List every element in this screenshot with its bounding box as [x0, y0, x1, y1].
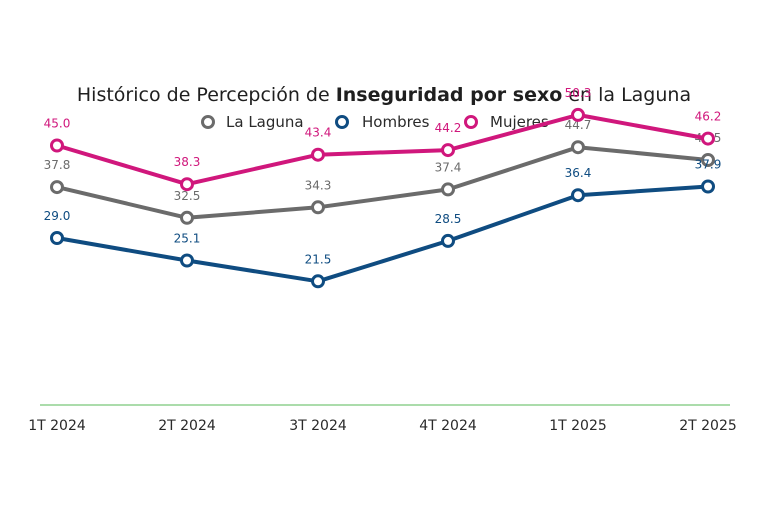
legend-marker-la-laguna — [201, 115, 215, 129]
data-label-hombres: 21.5 — [305, 252, 332, 266]
data-label-la-laguna: 44.7 — [565, 118, 592, 132]
data-point-mujeres — [50, 138, 64, 153]
data-label-la-laguna: 37.4 — [435, 160, 462, 174]
legend-label-hombres: Hombres — [362, 113, 430, 131]
x-tick-label: 1T 2024 — [28, 418, 86, 434]
data-label-mujeres: 44.2 — [435, 121, 462, 135]
series-la-laguna: 37.832.534.337.444.742.5 — [44, 118, 721, 225]
series-mujeres: 45.0 38.3 43.4 44.2 50.3 46.2 — [44, 86, 722, 192]
legend-label-mujeres: Mujeres — [490, 113, 549, 131]
data-point-hombres — [311, 274, 325, 289]
data-point-hombres — [50, 231, 64, 245]
chart-title-part: Histórico de Percepción de — [77, 84, 336, 106]
legend-marker-hombres — [335, 115, 349, 129]
data-point-hombres — [441, 233, 455, 248]
data-label-mujeres: 45.0 — [44, 117, 71, 131]
data-point-mujeres — [571, 107, 585, 122]
data-point-mujeres — [180, 177, 194, 192]
x-tick-label: 2T 2025 — [679, 418, 737, 434]
series-hombres: 29.0 25.1 21.5 28.5 36.4 37.9 — [44, 158, 722, 289]
data-point-la-laguna — [571, 140, 585, 155]
data-label-mujeres: 38.3 — [174, 155, 201, 169]
series-line-la-laguna — [55, 145, 710, 220]
legend-marker-mujeres — [464, 115, 478, 129]
data-label-la-laguna: 34.3 — [305, 178, 332, 192]
x-tick-label: 4T 2024 — [419, 418, 477, 434]
chart-title-part: Inseguridad por sexo — [336, 84, 563, 106]
data-point-la-laguna — [50, 180, 64, 195]
legend: La Laguna Hombres Mujeres — [201, 113, 549, 131]
x-axis-ticks: 1T 2024 2T 2024 3T 2024 4T 2024 1T 2025 2T 20… — [28, 418, 737, 434]
data-point-la-laguna — [311, 200, 325, 215]
data-label-hombres: 25.1 — [174, 232, 201, 246]
data-label-hombres: 36.4 — [565, 166, 592, 180]
data-label-hombres: 28.5 — [435, 212, 462, 226]
data-point-hombres — [180, 253, 194, 268]
series-line-mujeres — [55, 112, 710, 187]
x-tick-label: 2T 2024 — [158, 418, 216, 434]
series-layer: 37.832.534.337.444.742.529.025.121.528.5… — [44, 86, 722, 289]
data-label-mujeres: 50.3 — [565, 86, 592, 100]
series-line-hombres — [55, 184, 710, 284]
data-label-mujeres: 43.4 — [305, 126, 332, 140]
data-point-la-laguna — [701, 153, 715, 167]
data-point-mujeres — [701, 131, 715, 146]
data-point-la-laguna — [180, 210, 194, 225]
data-label-la-laguna: 32.5 — [174, 189, 201, 203]
data-point-mujeres — [311, 147, 325, 162]
data-label-la-laguna: 37.8 — [44, 158, 71, 172]
data-label-hombres: 29.0 — [44, 209, 71, 223]
chart-title: Histórico de Percepción de Inseguridad p… — [77, 84, 691, 106]
data-label-mujeres: 46.2 — [695, 110, 722, 124]
legend-label-la-laguna: La Laguna — [226, 113, 304, 131]
data-point-hombres — [571, 188, 585, 203]
data-point-la-laguna — [441, 182, 455, 197]
data-point-hombres — [701, 179, 715, 194]
chart-title-part: en la Laguna — [562, 84, 691, 106]
x-tick-label: 3T 2024 — [289, 418, 347, 434]
x-tick-label: 1T 2025 — [549, 418, 607, 434]
data-point-mujeres — [441, 143, 455, 158]
data-label-hombres: 37.9 — [695, 158, 722, 172]
